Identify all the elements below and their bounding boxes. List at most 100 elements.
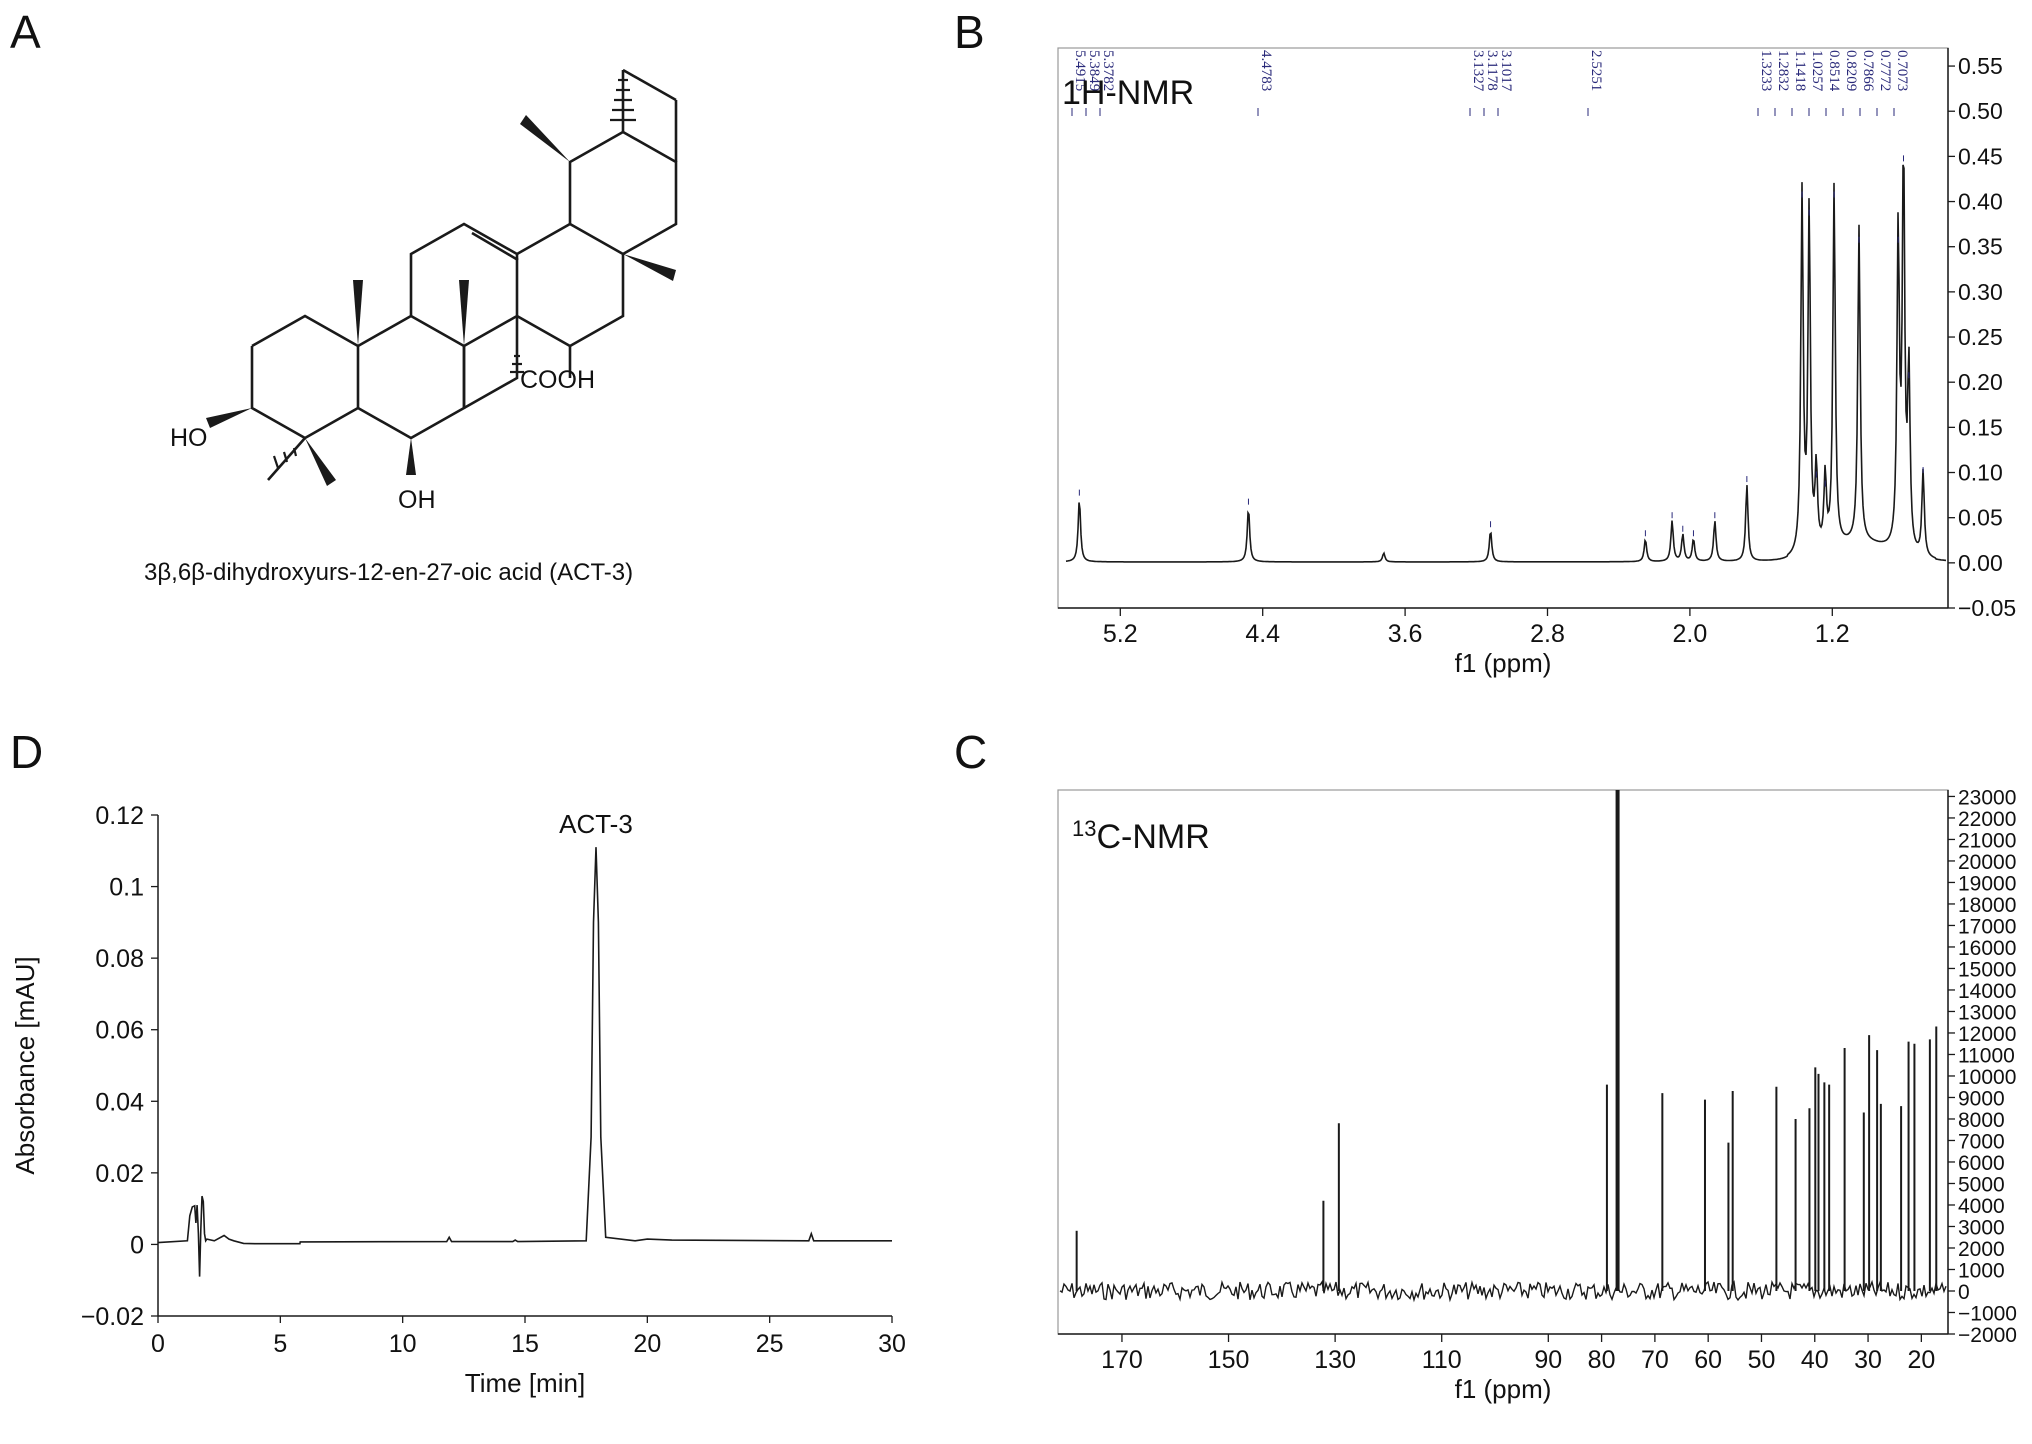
peak-shift-label: 1.3233 <box>1758 50 1774 91</box>
x-tick-label: 50 <box>1748 1346 1776 1374</box>
y-tick-label: 10000 <box>1958 1066 2016 1089</box>
y-axis-label: Absorbance [mAU] <box>10 956 40 1174</box>
x-tick-label: 40 <box>1801 1346 1829 1374</box>
x-tick-label: 5.2 <box>1103 620 1138 648</box>
y-tick-label: 19000 <box>1958 872 2016 895</box>
peak-shift-label: 5.3849 <box>1086 50 1102 91</box>
y-tick-label: 16000 <box>1958 937 2016 960</box>
hydroxyl-label-3: HO <box>170 424 208 452</box>
y-tick-label: 17000 <box>1958 915 2016 938</box>
ring-a <box>250 314 360 440</box>
x-tick-label: 90 <box>1534 1346 1562 1374</box>
x-tick-label: 4.4 <box>1245 620 1280 648</box>
x-tick-label: 130 <box>1314 1346 1356 1374</box>
peak-annotation: ACT-3 <box>559 809 633 839</box>
x-tick-label: 5 <box>273 1330 287 1358</box>
x-tick-label: 150 <box>1208 1346 1250 1374</box>
y-tick-label: 0.20 <box>1958 369 2003 395</box>
chart-hplc-chromatogram: 0.120.10.080.060.040.020−0.020 5 10 15 20 25 3… <box>10 802 906 1398</box>
x-tick-label: 25 <box>756 1330 784 1358</box>
peak-shift-label: 5.3782 <box>1100 50 1116 91</box>
peak-shift-label: 1.0257 <box>1809 50 1825 92</box>
y-tick-label: 0.40 <box>1958 189 2003 215</box>
y-tick-label: 0.04 <box>95 1088 144 1116</box>
y-tick-label: 2000 <box>1958 1238 2005 1261</box>
peak-shift-label: 3.1327 <box>1470 50 1486 92</box>
plot-frame <box>1057 47 1949 609</box>
peak-shift-label: 0.8514 <box>1826 50 1842 92</box>
chart-title: 1H-NMR <box>1062 74 1194 112</box>
wedge-methyl <box>305 438 336 486</box>
y-tick-label: 0 <box>130 1231 144 1259</box>
y-tick-label: 0.15 <box>1958 414 2003 440</box>
wedge-bonds <box>206 115 676 486</box>
x-tick-label: 15 <box>511 1330 539 1358</box>
y-tick-label: 6000 <box>1958 1152 2005 1175</box>
double-bond <box>471 231 519 262</box>
y-tick-label: 0.10 <box>1958 460 2003 486</box>
y-tick-label: −0.02 <box>81 1303 144 1331</box>
ring-d <box>516 222 625 348</box>
wedge-methyl <box>520 115 570 162</box>
y-tick-label: 0.35 <box>1958 234 2003 260</box>
y-tick-label: 8000 <box>1958 1109 2005 1132</box>
ring-c <box>409 222 519 348</box>
chart-title: 13C-NMR <box>1072 816 1210 857</box>
x-tick-label: 30 <box>1854 1346 1882 1374</box>
y-tick-label: 0.00 <box>1958 550 2003 576</box>
y-tick-label: 0.1 <box>109 874 144 902</box>
y-tick-label: 4000 <box>1958 1195 2005 1218</box>
bond <box>622 68 677 102</box>
y-tick-label: 15000 <box>1958 958 2016 981</box>
y-tick-label: −0.05 <box>1958 595 2016 621</box>
y-tick-label: 22000 <box>1958 808 2016 831</box>
peak-shift-label: 0.7772 <box>1877 50 1893 91</box>
y-tick-label: 14000 <box>1958 980 2016 1003</box>
y-tick-label: 0.45 <box>1958 143 2003 169</box>
y-tick-label: 7000 <box>1958 1130 2005 1153</box>
ring-e <box>568 130 678 256</box>
x-tick-label: 60 <box>1694 1346 1722 1374</box>
peak-shift-label: 0.7866 <box>1860 50 1876 92</box>
peak-shift-label: 1.2832 <box>1775 50 1791 91</box>
y-tick-label: 20000 <box>1958 851 2016 874</box>
x-tick-label: 30 <box>878 1330 906 1358</box>
y-tick-label: −2000 <box>1958 1324 2017 1347</box>
compound-caption: 3β,6β-dihydroxyurs-12-en-27-oic acid (AC… <box>144 559 633 586</box>
wedge-methyl <box>623 254 676 281</box>
hashed-bonds <box>272 78 636 469</box>
hydroxyl-label-6: OH <box>398 486 436 514</box>
x-tick-label: 170 <box>1101 1346 1143 1374</box>
wedge-ho <box>206 408 252 428</box>
x-tick-label: 2.0 <box>1673 620 1708 648</box>
bond <box>463 316 519 410</box>
peak-shift-label: 2.5251 <box>1588 50 1604 91</box>
wedge-oh <box>406 438 416 475</box>
peak-shift-label: 3.1017 <box>1498 50 1514 92</box>
y-tick-label: 0.05 <box>1958 505 2003 531</box>
y-tick-label: 0.08 <box>95 945 144 973</box>
y-tick-label: 5000 <box>1958 1173 2005 1196</box>
y-tick-label: 0.12 <box>95 802 144 830</box>
x-tick-label: 80 <box>1588 1346 1616 1374</box>
x-tick-label: 70 <box>1641 1346 1669 1374</box>
y-tick-label: 12000 <box>1958 1023 2016 1046</box>
panel-label-b: B <box>954 6 985 58</box>
peak-shift-label: 0.7073 <box>1894 50 1910 91</box>
y-tick-label: −1000 <box>1958 1302 2017 1325</box>
baseline-noise <box>1059 1279 1947 1303</box>
y-tick-label: 9000 <box>1958 1087 2005 1110</box>
y-tick-label: 0.55 <box>1958 53 2003 79</box>
y-tick-label: 0.25 <box>1958 324 2003 350</box>
y-tick-label: 0.30 <box>1958 279 2003 305</box>
x-tick-label: 20 <box>633 1330 661 1358</box>
x-axis-label: f1 (ppm) <box>1455 648 1552 678</box>
panel-label-a: A <box>10 6 41 58</box>
x-axis-label: f1 (ppm) <box>1455 1374 1552 1404</box>
panel-label-c: C <box>954 726 987 778</box>
chromatogram-line <box>157 847 892 1277</box>
y-tick-label: 3000 <box>1958 1216 2005 1239</box>
x-tick-label: 3.6 <box>1388 620 1423 648</box>
peak-shift-label: 3.1178 <box>1484 50 1500 91</box>
